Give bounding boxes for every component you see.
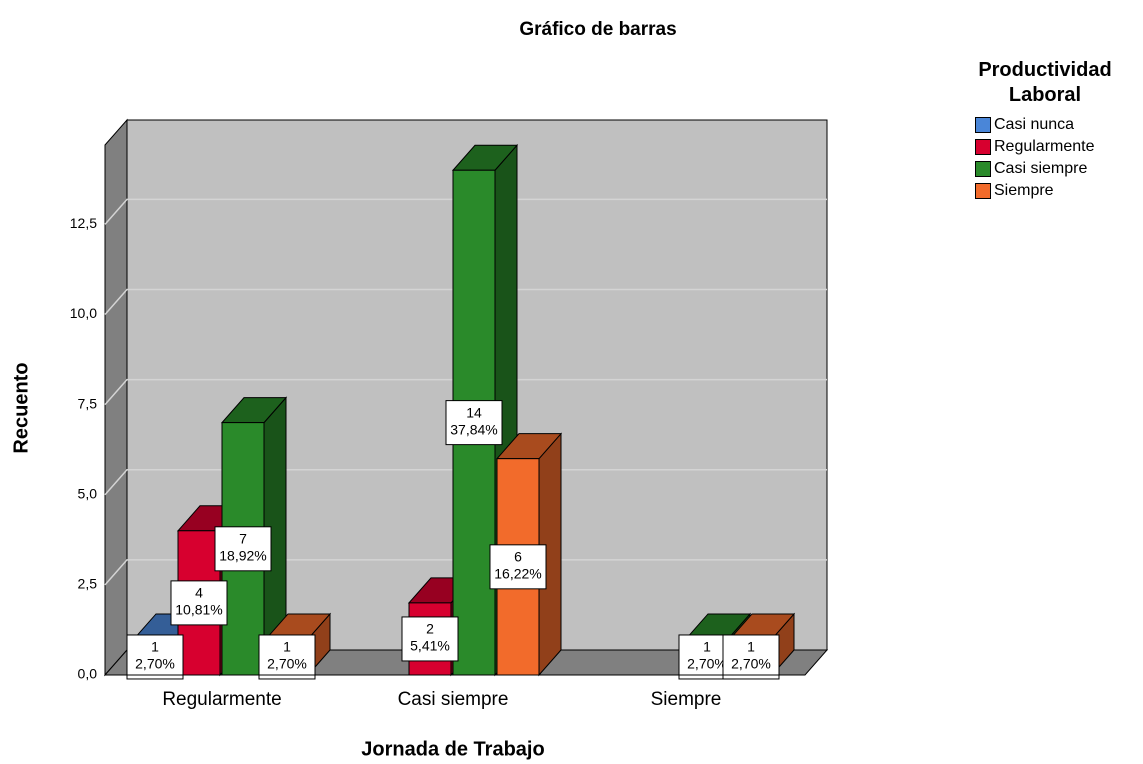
grid-line — [104, 288, 827, 315]
legend-label: Casi nunca — [994, 116, 1075, 133]
x-tick-label: Siempre — [651, 689, 722, 710]
y-tick-label: 7,5 — [78, 395, 98, 411]
legend-label: Siempre — [994, 182, 1054, 199]
data-label-percent: 10,81% — [175, 602, 222, 618]
data-label: 1 — [747, 639, 755, 655]
data-label-percent: 5,41% — [410, 638, 450, 654]
legend: Productividad Laboral Casi nunca Regularm… — [965, 58, 1143, 202]
grid-line — [104, 378, 827, 406]
y-tick-label: 2,5 — [78, 576, 98, 592]
x-tick-label: Casi siempre — [398, 689, 509, 710]
legend-item: Regularmente — [975, 136, 1143, 158]
legend-swatch — [975, 139, 991, 155]
data-label: 1 — [151, 639, 159, 655]
data-label: 1 — [703, 639, 711, 655]
data-label-box — [258, 634, 316, 680]
data-label: 4 — [195, 585, 203, 601]
grid-line — [104, 468, 827, 496]
chart-title: Gráfico de barras — [519, 19, 676, 40]
legend-swatch — [975, 183, 991, 199]
y-tick-label: 5,0 — [78, 485, 98, 501]
x-axis-label: Jornada de Trabajo — [361, 738, 544, 760]
data-label-box — [214, 526, 272, 572]
legend-label: Regularmente — [994, 138, 1095, 155]
data-label: 2 — [426, 621, 434, 637]
data-label-percent: 18,92% — [219, 548, 266, 564]
data-label-percent: 37,84% — [450, 421, 497, 437]
data-label: 6 — [514, 549, 522, 565]
legend-item: Siempre — [975, 180, 1143, 202]
data-label-box — [401, 616, 459, 662]
data-label-box — [126, 634, 184, 680]
y-tick-label: 10,0 — [70, 305, 97, 321]
data-label-percent: 2,70% — [135, 656, 175, 672]
legend-label: Casi siempre — [994, 160, 1088, 177]
grid-line — [104, 559, 827, 586]
legend-swatch — [975, 161, 991, 177]
legend-swatch — [975, 117, 991, 133]
y-tick-label: 0,0 — [78, 666, 98, 682]
data-label: 1 — [283, 639, 291, 655]
legend-item: Casi nunca — [975, 114, 1143, 136]
y-tick-label: 12,5 — [70, 215, 97, 231]
data-label: 14 — [466, 404, 482, 420]
data-label: 7 — [239, 531, 247, 547]
legend-title: Productividad Laboral — [978, 59, 1112, 106]
x-tick-label: Regularmente — [162, 689, 281, 710]
data-label-box — [445, 400, 503, 446]
y-axis-label: Recuento — [10, 362, 32, 453]
data-label-box — [489, 544, 547, 590]
data-label-percent: 2,70% — [731, 656, 771, 672]
data-label-percent: 2,70% — [687, 656, 727, 672]
data-label-box — [170, 580, 228, 626]
data-label-percent: 2,70% — [267, 656, 307, 672]
data-label-box — [722, 634, 780, 680]
legend-item: Casi siempre — [975, 158, 1143, 180]
grid-line — [104, 198, 827, 225]
data-label-percent: 16,22% — [494, 566, 541, 582]
